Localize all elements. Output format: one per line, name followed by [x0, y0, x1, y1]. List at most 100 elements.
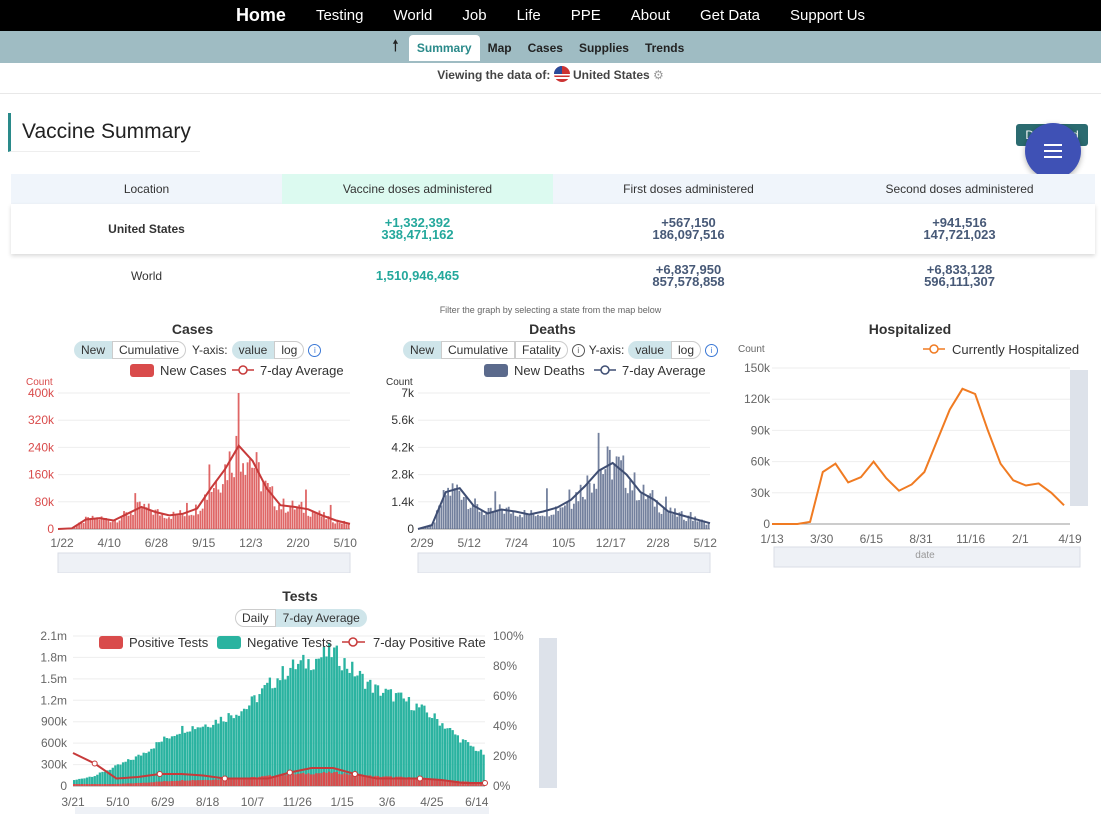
deaths-new-toggle[interactable]: New — [403, 341, 442, 359]
negative-bar — [340, 670, 344, 786]
bar — [84, 516, 87, 529]
header-location[interactable]: Location — [123, 182, 170, 196]
nav-life[interactable]: Life — [516, 7, 541, 24]
bar — [105, 518, 107, 529]
tab-map[interactable]: Map — [487, 41, 512, 55]
bar — [447, 487, 449, 529]
bar — [89, 519, 92, 529]
bar — [132, 514, 134, 529]
negative-bar — [157, 742, 161, 786]
negative-bar — [155, 742, 158, 786]
cases-cumulative-toggle[interactable]: Cumulative — [112, 341, 187, 359]
cases-log-toggle[interactable]: log — [274, 341, 305, 359]
doses-delta: +1,332,392 — [384, 215, 451, 230]
x-tick-label: 3/6 — [379, 795, 396, 809]
positive-bar — [374, 775, 377, 786]
bar — [262, 482, 265, 529]
negative-bar — [433, 713, 436, 786]
cases-value-toggle[interactable]: value — [231, 341, 275, 359]
y-tick-label: 7k — [401, 386, 415, 400]
positive-bar — [98, 784, 102, 786]
tab-supplies[interactable]: Supplies — [578, 41, 629, 55]
deaths-fatality-toggle[interactable]: Fatality — [515, 341, 568, 359]
bar — [338, 522, 341, 529]
second-value: 596,111,307 — [924, 274, 995, 289]
help-icon[interactable]: i — [571, 343, 585, 357]
negative-bar — [217, 723, 220, 786]
negative-bar — [407, 697, 411, 786]
x-tick-label: 1/13 — [760, 532, 784, 546]
positive-bar — [459, 781, 462, 786]
positive-bar — [96, 784, 99, 786]
table-row[interactable]: World 1,510,946,465 +6,837,950 857,578,8… — [11, 254, 1095, 298]
tests-plot[interactable]: 0 300k 600k 900k 1.2m 1.5m 1.8m 2.1m 0% 20% 40% 60%… — [25, 585, 565, 814]
positive-bar — [327, 771, 331, 786]
legend-marker — [238, 365, 248, 375]
tests-average-toggle[interactable]: 7-day Average — [275, 609, 367, 627]
header-second-doses[interactable]: Second doses administered — [885, 182, 1034, 196]
positive-bar — [333, 772, 336, 786]
positive-bar — [405, 777, 408, 786]
positive-bar — [304, 774, 308, 786]
cell-first: +6,837,950 857,578,858 — [553, 254, 824, 298]
nav-job[interactable]: Job — [462, 7, 487, 24]
positive-bar — [315, 773, 318, 786]
negative-bar — [312, 669, 315, 786]
bar — [599, 469, 602, 529]
nav-ppe[interactable]: PPE — [570, 7, 601, 24]
bar — [221, 484, 224, 529]
deaths-log-toggle[interactable]: log — [671, 341, 702, 359]
negative-bar — [268, 677, 272, 786]
x-tick-label: 1/15 — [330, 795, 354, 809]
bar — [168, 517, 170, 529]
viewing-country[interactable]: United States — [573, 68, 650, 82]
gear-icon[interactable]: ⚙ — [653, 68, 664, 82]
positive-bar — [356, 774, 359, 786]
info-icon[interactable]: i — [705, 343, 719, 357]
nav-testing[interactable]: Testing — [315, 7, 364, 24]
positive-bar — [361, 774, 364, 786]
deaths-value-toggle[interactable]: value — [628, 341, 671, 359]
cases-new-toggle[interactable]: New — [74, 341, 113, 359]
nav-support-us[interactable]: Support Us — [790, 7, 866, 24]
nav-get-data[interactable]: Get Data — [699, 7, 761, 24]
bar — [269, 487, 271, 529]
nav-about[interactable]: About — [630, 7, 670, 24]
x-tick-label: 3/21 — [61, 795, 85, 809]
bar — [476, 504, 479, 529]
bar — [239, 471, 242, 529]
menu-fab-button[interactable] — [1025, 123, 1081, 179]
header-doses[interactable]: Vaccine doses administered — [282, 174, 553, 204]
bar — [424, 527, 427, 529]
tab-trends[interactable]: Trends — [644, 41, 685, 55]
bar — [226, 480, 229, 529]
bar — [496, 509, 499, 529]
arrow-up-icon[interactable]: 🠕 — [392, 37, 399, 55]
negative-bar — [423, 705, 426, 786]
bar — [483, 515, 485, 529]
bar — [260, 491, 262, 529]
deaths-plot[interactable]: Count 0 1.4k 2.8k 4.2k 5.6k 7k 2/29 5/12 7/24 10/5… — [380, 318, 725, 573]
deaths-cumulative-toggle[interactable]: Cumulative — [441, 341, 516, 359]
bar — [230, 472, 233, 529]
tab-summary[interactable]: Summary — [408, 35, 480, 61]
negative-bar — [227, 713, 230, 786]
hospitalized-plot[interactable]: Count 0 30k 60k 90k 120k 150k 1/13 3/30 6/15 8/31 1… — [730, 318, 1090, 573]
nav-home[interactable]: Home — [235, 5, 286, 25]
cases-plot[interactable]: Count 0 80k 160k 240k 320k 400k 1/22 4/10 6/28 9/1… — [20, 318, 365, 573]
table-row[interactable]: United States +1,332,392 338,471,162 +56… — [11, 204, 1095, 254]
negative-bar — [173, 735, 176, 786]
negative-bar — [176, 734, 179, 786]
bar — [152, 514, 155, 529]
tests-daily-toggle[interactable]: Daily — [235, 609, 276, 627]
bar — [559, 507, 562, 529]
negative-bar — [139, 755, 143, 786]
bar — [73, 527, 76, 529]
nav-world[interactable]: World — [393, 7, 433, 24]
info-icon[interactable]: i — [308, 343, 322, 357]
tab-cases[interactable]: Cases — [527, 41, 563, 55]
header-first-doses[interactable]: First doses administered — [623, 182, 754, 196]
negative-bar — [477, 751, 480, 786]
bar — [120, 517, 123, 529]
positive-bar — [345, 774, 349, 786]
